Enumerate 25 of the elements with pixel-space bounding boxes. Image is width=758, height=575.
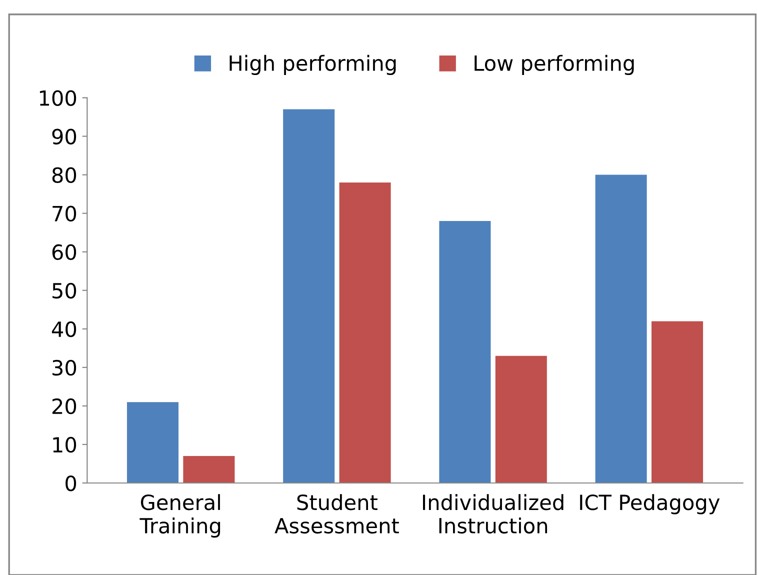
legend-label: Low performing (474, 54, 634, 76)
y-tick-label: 30 (52, 360, 76, 376)
legend-label: High performing (230, 54, 396, 76)
bar (183, 456, 235, 483)
bar (339, 182, 391, 483)
x-tick-label: Individualized Instruction (422, 494, 564, 534)
y-tick-label: 0 (66, 475, 76, 492)
y-tick-label: 50 (52, 282, 76, 299)
bar (126, 402, 178, 483)
x-tick-label: General Training (140, 494, 220, 538)
bar (283, 109, 335, 483)
y-tick-label: 70 (52, 206, 76, 222)
y-tick-label: 20 (52, 398, 76, 414)
y-tick-label: 90 (52, 128, 76, 144)
x-tick-label: ICT Pedagogy (580, 494, 720, 514)
bar (595, 174, 647, 483)
y-tick-label: 100 (40, 90, 76, 106)
bar (495, 356, 547, 483)
x-tick-label: Student Assessment (274, 494, 399, 534)
y-tick-label: 40 (52, 321, 76, 338)
bar (439, 221, 491, 483)
y-tick-label: 10 (53, 436, 76, 453)
bar (652, 321, 704, 483)
y-tick-label: 60 (52, 244, 76, 260)
y-tick-label: 80 (52, 167, 76, 184)
